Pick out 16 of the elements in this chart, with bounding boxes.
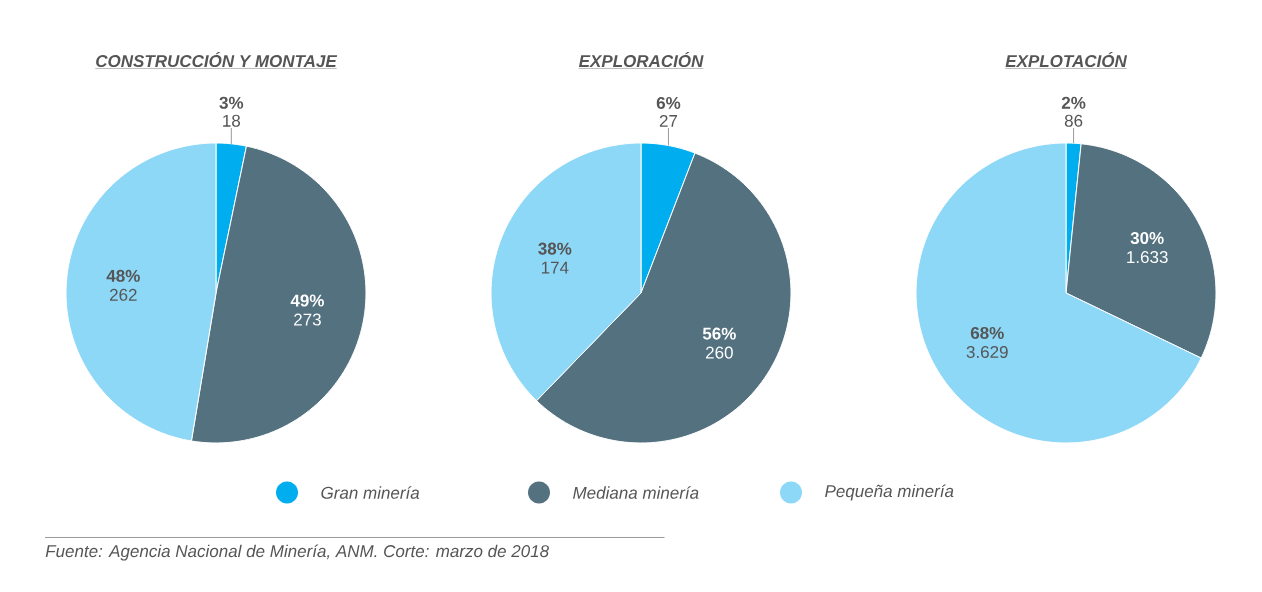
- chart-title: CONSTRUCCIÓN Y MONTAJE: [96, 51, 338, 68]
- data-label: 68% 3.629: [966, 326, 1008, 358]
- legend-label: Pequeña minería: [825, 484, 954, 501]
- legend-label: Mediana minería: [573, 486, 699, 499]
- data-label: 30% 1.633: [1127, 232, 1168, 264]
- data-label: 49% 273: [290, 294, 324, 326]
- source-note: Fuente: Agencia Nacional de Minería, ANM. Corte: marzo de 2018: [45, 544, 549, 561]
- data-label: 2% 86: [1061, 96, 1086, 127]
- data-label: 3% 18: [219, 96, 244, 127]
- data-label: 38% 174: [538, 242, 572, 274]
- data-label: 6% 27: [656, 96, 681, 127]
- chart-title: EXPLORACIÓN: [578, 51, 704, 68]
- data-label: 56% 260: [702, 327, 736, 359]
- chart-title: EXPLOTACIÓN: [1005, 51, 1128, 68]
- legend-label: Gran minería: [321, 486, 420, 499]
- data-label: 48% 262: [106, 269, 140, 301]
